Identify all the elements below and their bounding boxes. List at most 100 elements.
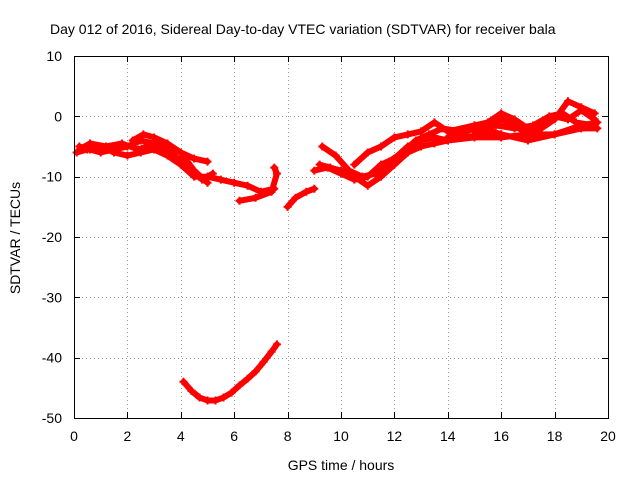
data-point (230, 178, 239, 187)
ticks: 0 2 4 6 8 10 12 14 16 18 20 10 0 -10 -20 -30 -40 -50 (42, 48, 616, 444)
data-point (337, 166, 345, 175)
data-point (430, 118, 439, 127)
data-point (470, 121, 479, 130)
data-point (523, 130, 532, 139)
data-point (251, 193, 260, 202)
data-point (377, 142, 386, 151)
data-point (187, 386, 196, 395)
data-point (139, 130, 148, 139)
x-tick-label: 18 (547, 428, 563, 444)
data-point (227, 388, 236, 397)
data-point (315, 160, 324, 169)
data-point (190, 154, 199, 163)
data-point (259, 357, 268, 366)
data-point (350, 160, 359, 169)
data-point (331, 151, 340, 160)
data-point (203, 157, 212, 166)
data-point (345, 166, 354, 175)
data-point (417, 127, 426, 136)
data-point (425, 130, 434, 139)
x-tick-label: 14 (440, 428, 456, 444)
data-point (497, 115, 506, 124)
y-tick-label: -40 (42, 350, 62, 366)
data-point (563, 115, 572, 124)
data-point (179, 377, 188, 386)
data-point (326, 163, 335, 172)
data-point (123, 151, 132, 160)
data-point (198, 175, 207, 184)
data-layer (72, 97, 602, 405)
y-tick-label: 0 (54, 108, 62, 124)
data-point (417, 142, 426, 151)
data-point (176, 148, 185, 157)
data-point (283, 202, 292, 211)
data-point (75, 145, 84, 154)
grid (74, 56, 608, 418)
data-point (208, 169, 217, 178)
data-point (86, 139, 95, 148)
data-point (483, 121, 492, 130)
data-point (358, 172, 367, 181)
data-point (403, 130, 412, 139)
series-track (284, 185, 318, 210)
data-series-track-6 (283, 184, 319, 211)
data-point (219, 393, 228, 402)
data-point (398, 148, 407, 157)
data-point (182, 160, 191, 169)
data-point (430, 139, 439, 148)
data-point (550, 130, 559, 139)
data-point (272, 169, 281, 178)
y-tick-label: -30 (42, 289, 62, 305)
y-tick-label: -10 (42, 169, 62, 185)
data-point (371, 169, 380, 178)
x-tick-label: 8 (284, 428, 292, 444)
data-point (235, 196, 244, 205)
y-tick-label: 10 (46, 48, 62, 64)
data-point (390, 133, 399, 142)
x-tick-label: 16 (493, 428, 509, 444)
data-point (537, 124, 546, 133)
chart-title: Day 012 of 2016, Sidereal Day-to-day VTE… (50, 21, 556, 37)
y-tick-label: -50 (42, 410, 62, 426)
data-series-track-4 (75, 139, 217, 184)
data-point (150, 139, 159, 148)
data-point (96, 148, 105, 157)
data-point (363, 148, 372, 157)
x-tick-label: 6 (230, 428, 238, 444)
data-point (563, 97, 572, 106)
data-point (216, 175, 225, 184)
data-point (411, 136, 420, 145)
data-point (497, 130, 506, 139)
series-track (76, 140, 216, 183)
y-axis-label: SDTVAR / TECUs (7, 182, 23, 294)
data-point (385, 157, 394, 166)
data-point (377, 172, 386, 181)
x-axis-label: GPS time / hours (288, 457, 395, 473)
series-track (471, 98, 598, 138)
data-point (163, 139, 172, 148)
data-point (363, 181, 372, 190)
series-track (444, 107, 598, 141)
data-point (318, 142, 327, 151)
data-point (267, 187, 276, 196)
data-point (243, 181, 252, 190)
data-point (211, 396, 220, 405)
data-series-track-13 (179, 340, 281, 405)
data-point (310, 184, 319, 193)
data-point (251, 367, 260, 376)
x-tick-label: 2 (124, 428, 132, 444)
data-point (310, 166, 319, 175)
data-point (590, 109, 599, 118)
data-point (390, 160, 399, 169)
data-series-track-12 (470, 97, 599, 139)
data-point (443, 133, 452, 142)
x-tick-label: 12 (387, 428, 403, 444)
data-point (457, 127, 466, 136)
data-point (166, 148, 175, 157)
data-point (118, 139, 127, 148)
data-point (102, 142, 111, 151)
data-point (272, 340, 281, 349)
data-point (267, 347, 276, 356)
data-point (270, 163, 279, 172)
data-point (510, 121, 519, 130)
